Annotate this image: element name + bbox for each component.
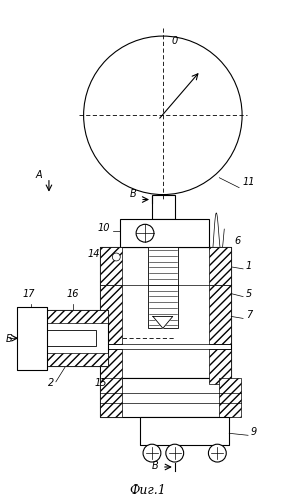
Bar <box>19 353 108 366</box>
Bar <box>140 418 229 445</box>
Bar <box>209 284 231 344</box>
Bar <box>19 310 108 324</box>
Bar <box>100 378 122 418</box>
Text: B: B <box>152 461 158 471</box>
Bar <box>100 349 122 384</box>
Circle shape <box>143 444 161 462</box>
Text: 15: 15 <box>94 378 107 388</box>
Circle shape <box>83 36 242 194</box>
Bar <box>209 247 231 284</box>
Text: 10: 10 <box>97 223 110 233</box>
Text: 11: 11 <box>242 176 255 186</box>
Text: 1: 1 <box>246 261 252 271</box>
Text: 9: 9 <box>251 428 257 438</box>
Bar <box>19 310 108 366</box>
Bar <box>148 247 178 328</box>
Bar <box>209 349 231 384</box>
Bar <box>100 378 231 418</box>
Text: A: A <box>36 170 42 179</box>
Text: 17: 17 <box>23 288 35 298</box>
Text: 7: 7 <box>246 310 252 320</box>
Bar <box>100 247 231 378</box>
Bar <box>120 220 209 247</box>
Text: 2: 2 <box>48 378 54 388</box>
Circle shape <box>166 444 184 462</box>
Text: B: B <box>130 188 137 198</box>
Circle shape <box>136 224 154 242</box>
Bar <box>100 247 122 284</box>
Text: 16: 16 <box>66 288 79 298</box>
Bar <box>37 330 96 346</box>
Bar <box>152 194 175 220</box>
Circle shape <box>209 444 226 462</box>
Text: 6: 6 <box>234 236 240 246</box>
Bar <box>17 306 47 370</box>
Polygon shape <box>153 316 173 328</box>
Text: 0: 0 <box>172 36 178 46</box>
Circle shape <box>112 253 120 261</box>
Bar <box>140 418 229 445</box>
Text: Фиг.1: Фиг.1 <box>130 484 166 498</box>
Bar <box>100 284 122 344</box>
Text: 5: 5 <box>246 288 252 298</box>
Text: 14: 14 <box>87 249 100 259</box>
Text: Б: Б <box>6 334 13 344</box>
Bar <box>219 378 241 418</box>
Bar <box>17 306 47 370</box>
